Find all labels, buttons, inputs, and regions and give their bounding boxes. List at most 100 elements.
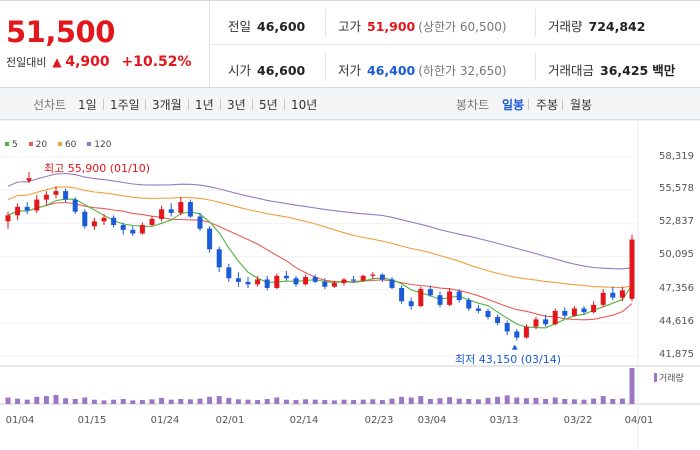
candle-body	[360, 275, 366, 281]
volume-bar	[159, 397, 165, 404]
y-tick-label: 58,319	[659, 151, 694, 162]
candle-body	[629, 239, 635, 299]
volume-bar	[226, 397, 232, 404]
period-1w-button[interactable]: 1주일	[110, 98, 140, 112]
candle-body	[43, 194, 49, 200]
candle-body	[543, 319, 549, 325]
high-label: 고가	[338, 19, 362, 34]
volume-bar	[187, 399, 193, 404]
candle-body	[15, 206, 21, 216]
candle-body	[504, 323, 510, 332]
volume-bar	[581, 399, 587, 404]
candle-body	[24, 206, 30, 211]
volume-bar	[207, 396, 213, 404]
line-chart-title: 선차트	[33, 98, 67, 112]
candle-body	[581, 308, 587, 313]
candle-body	[207, 228, 213, 250]
candle-body	[591, 304, 597, 313]
volume-bar	[293, 400, 299, 404]
candle-body	[610, 292, 616, 298]
candle-body	[418, 289, 424, 307]
price-summary: 51,500 전일대비 ▲ 4,900 +10.52% 전일 46,600 고가 5…	[0, 0, 700, 88]
summary-divider	[325, 53, 326, 81]
candle-body	[322, 281, 328, 287]
volume-bar	[495, 396, 501, 404]
monthly-candle-button[interactable]: 월봉	[570, 98, 593, 112]
summary-divider	[535, 9, 536, 37]
volume-bar	[82, 397, 88, 404]
volume-bar	[15, 398, 21, 404]
summary-divider-h	[210, 44, 700, 45]
weekly-candle-button[interactable]: 주봉	[536, 98, 559, 112]
separator	[103, 99, 104, 110]
candle-body	[341, 279, 347, 284]
low-price: 저가 46,400 (하한가 32,650)	[338, 60, 507, 79]
candle-body	[91, 221, 97, 227]
y-tick-label: 55,578	[659, 183, 694, 194]
volume-bar	[72, 398, 78, 404]
volume-bar	[111, 399, 117, 404]
candle-body	[274, 275, 280, 288]
volume-bar	[456, 398, 462, 404]
volume-bar	[379, 400, 385, 404]
period-10y-button[interactable]: 10년	[291, 98, 318, 112]
volume-value: 724,842	[588, 19, 646, 34]
trade-amount: 거래대금 36,425 백만	[548, 60, 675, 79]
candle-body	[389, 279, 395, 288]
candle-body	[216, 249, 222, 268]
separator	[528, 99, 529, 110]
volume-bar	[149, 399, 155, 404]
prev-close-label: 전일	[228, 19, 252, 34]
ma120-line	[7, 172, 633, 270]
daily-candle-button[interactable]: 일봉	[502, 98, 525, 112]
candle-body	[562, 310, 568, 316]
volume-bar	[34, 396, 40, 404]
volume-bar	[562, 398, 568, 404]
x-tick-label: 02/23	[364, 415, 394, 426]
current-price-block: 51,500 전일대비 ▲ 4,900 +10.52%	[0, 1, 210, 88]
candle-body	[139, 224, 145, 234]
candle-body	[399, 287, 405, 302]
candle-body	[130, 229, 136, 234]
high-arrow-head	[26, 178, 32, 184]
candle-body	[619, 290, 625, 298]
separator	[252, 99, 253, 110]
period-1y-button[interactable]: 1년	[195, 98, 214, 112]
y-tick-label: 41,875	[659, 349, 694, 360]
x-tick-label: 03/13	[489, 415, 519, 426]
candle-body	[351, 279, 357, 281]
volume-bar	[303, 399, 309, 404]
candle-body	[552, 310, 558, 325]
candle-body	[466, 300, 472, 309]
volume-bar	[178, 398, 184, 404]
volume-bar	[523, 398, 529, 404]
period-3y-button[interactable]: 3년	[227, 98, 246, 112]
volume-bar	[610, 398, 616, 404]
candle-body	[523, 326, 529, 338]
candle-body	[447, 291, 453, 305]
candle-body	[485, 310, 491, 317]
ma20-line	[7, 201, 633, 321]
candlestick-chart: 5 20 60 120 최고 55,900 (01/10) 최저 43,150 …	[0, 120, 700, 450]
candle-body	[264, 279, 270, 288]
candle-body	[178, 202, 184, 213]
y-tick-label: 47,356	[659, 283, 694, 294]
period-1d-button[interactable]: 1일	[78, 98, 97, 112]
summary-divider	[535, 53, 536, 81]
volume-bar	[341, 399, 347, 404]
volume: 거래량 724,842	[548, 16, 645, 35]
candle-body	[34, 199, 40, 211]
current-price: 51,500	[6, 15, 115, 49]
period-3m-button[interactable]: 3개월	[152, 98, 182, 112]
low-label: 저가	[338, 63, 362, 78]
period-5y-button[interactable]: 5년	[259, 98, 278, 112]
volume-bar	[370, 399, 376, 404]
candle-body	[226, 267, 232, 279]
volume-bar	[139, 400, 145, 404]
separator	[284, 99, 285, 110]
x-tick-label: 01/15	[77, 415, 107, 426]
x-tick-label: 04/01	[624, 415, 654, 426]
candle-body	[159, 209, 165, 219]
volume-bar	[427, 398, 433, 404]
